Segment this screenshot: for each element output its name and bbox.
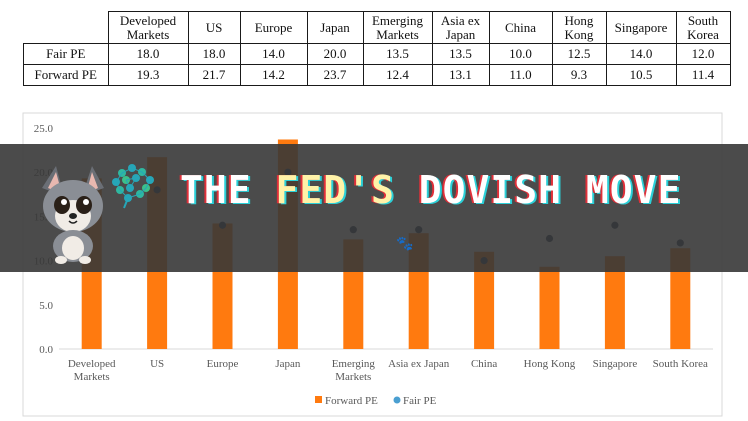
table-cell: 12.4 bbox=[362, 64, 433, 86]
x-tick-label: China bbox=[471, 358, 497, 370]
x-tick-label: Hong Kong bbox=[524, 358, 576, 370]
x-tick-label: Japan bbox=[275, 358, 301, 370]
y-tick-label: 25.0 bbox=[34, 123, 54, 135]
table-cell: 18.0 bbox=[187, 43, 241, 65]
table-column-header: Europe bbox=[239, 11, 308, 44]
x-tick-label: South Korea bbox=[653, 358, 708, 370]
legend-label-forward-pe: Forward PE bbox=[325, 395, 378, 407]
title-part-1: The bbox=[180, 168, 276, 212]
forward-pe-bar bbox=[670, 248, 691, 349]
y-tick-label: 5.0 bbox=[39, 300, 53, 312]
y-tick-label: 0.0 bbox=[39, 344, 53, 356]
forward-pe-bar bbox=[539, 266, 560, 349]
table-cell: 12.5 bbox=[551, 43, 607, 65]
legend-swatch-fair-pe bbox=[393, 396, 401, 404]
table-column-header: Developed Markets bbox=[107, 11, 189, 44]
title-part-highlight: Fed's bbox=[275, 168, 395, 212]
table-cell: 20.0 bbox=[306, 43, 364, 65]
table-cell: 14.2 bbox=[239, 64, 308, 86]
table-cell: 23.7 bbox=[306, 64, 364, 86]
x-tick-label: Europe bbox=[207, 358, 239, 370]
table-corner-cell bbox=[23, 11, 109, 44]
table-column-header: South Korea bbox=[675, 11, 731, 44]
x-axis-labels: Developed Markets US Europe Japan Emerging Mar… bbox=[68, 358, 708, 383]
table-cell: 21.7 bbox=[187, 64, 241, 86]
paw-prints-icon: 🐾 bbox=[396, 237, 416, 252]
table-cell: 13.1 bbox=[431, 64, 490, 86]
x-tick-label: Asia ex Japan bbox=[388, 358, 450, 370]
wolf-pup-icon bbox=[42, 166, 104, 264]
table-row: Forward PE 19.3 21.7 14.2 23.7 12.4 13.1 11.0 9.… bbox=[23, 64, 731, 86]
table-column-header: China bbox=[488, 11, 553, 44]
forward-pe-bar bbox=[604, 256, 625, 349]
table-row: Fair PE 18.0 18.0 14.0 20.0 13.5 13.5 10.0 12.5 1… bbox=[23, 43, 731, 65]
legend-label-fair-pe: Fair PE bbox=[403, 395, 437, 407]
video-title: The Fed's Dovish Move bbox=[180, 170, 681, 211]
table-cell: 12.0 bbox=[675, 43, 731, 65]
table-cell: 14.0 bbox=[605, 43, 677, 65]
wolf-pup-logo bbox=[42, 164, 154, 264]
x-tick-label: Emerging Markets bbox=[332, 358, 376, 383]
table-body: Fair PE 18.0 18.0 14.0 20.0 13.5 13.5 10.0 12.5 1… bbox=[23, 43, 731, 86]
table-column-header: US bbox=[187, 11, 241, 44]
table-row-label: Fair PE bbox=[23, 43, 109, 65]
table-cell: 10.5 bbox=[605, 64, 677, 86]
x-tick-label: Developed Markets bbox=[68, 358, 116, 383]
brain-network-icon bbox=[112, 164, 154, 209]
x-tick-label: US bbox=[150, 358, 164, 370]
table-cell: 9.3 bbox=[551, 64, 607, 86]
table-column-header: Hong Kong bbox=[551, 11, 607, 44]
forward-pe-bar bbox=[474, 251, 495, 349]
chart-legend: Forward PE Fair PE bbox=[315, 395, 437, 407]
table-cell: 11.4 bbox=[675, 64, 731, 86]
table-column-header: Singapore bbox=[605, 11, 677, 44]
pe-table: Developed Markets US Europe Japan Emerging M… bbox=[23, 11, 731, 86]
title-part-3: Dovish Move bbox=[394, 168, 682, 212]
table-column-header: Asia ex Japan bbox=[431, 11, 490, 44]
table-cell: 11.0 bbox=[488, 64, 553, 86]
table-header-row: Developed Markets US Europe Japan Emerging M… bbox=[23, 11, 731, 44]
x-tick-label: Singapore bbox=[593, 358, 638, 370]
table-cell: 18.0 bbox=[107, 43, 189, 65]
table-cell: 13.5 bbox=[431, 43, 490, 65]
table-cell: 19.3 bbox=[107, 64, 189, 86]
table-cell: 10.0 bbox=[488, 43, 553, 65]
table-cell: 13.5 bbox=[362, 43, 433, 65]
table-column-header: Japan bbox=[306, 11, 364, 44]
table-column-header: Emerging Markets bbox=[362, 11, 433, 44]
legend-swatch-forward-pe bbox=[315, 396, 322, 403]
table-cell: 14.0 bbox=[239, 43, 308, 65]
table-row-label: Forward PE bbox=[23, 64, 109, 86]
